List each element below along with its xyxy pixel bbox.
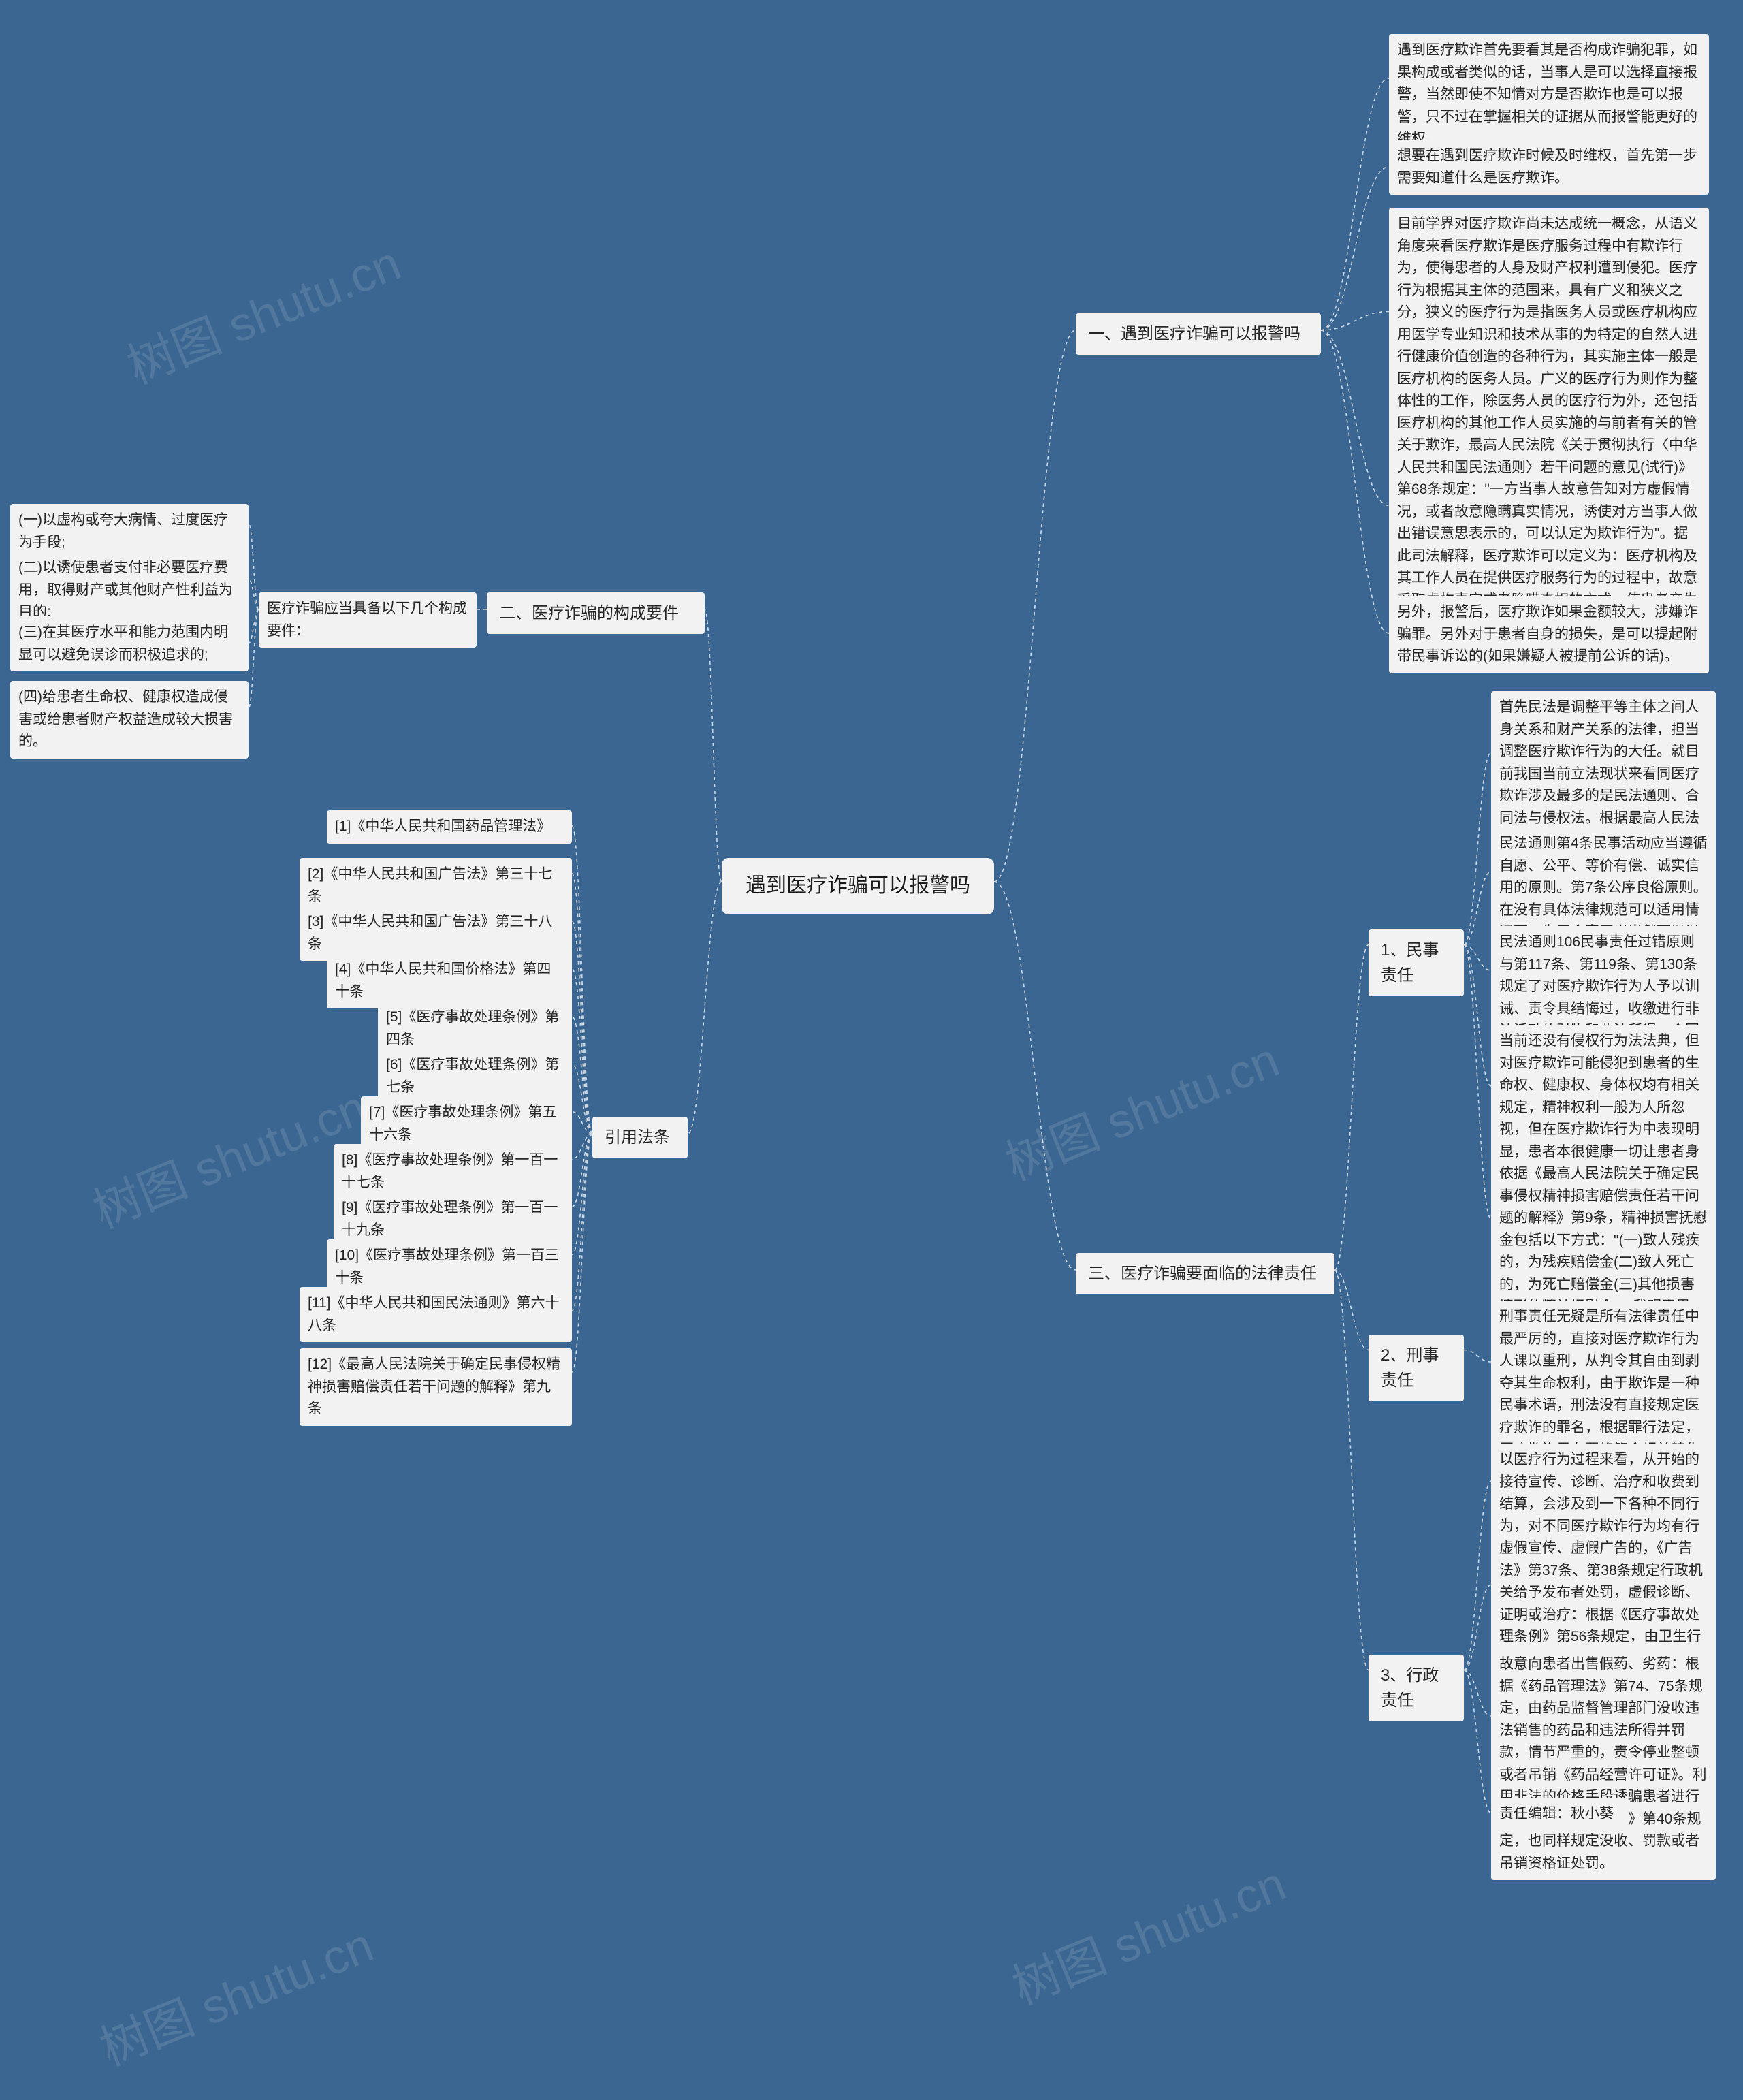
watermark: 树图 shutu.cn [82, 1070, 375, 1242]
mindmap-stage: 树图 shutu.cn 树图 shutu.cn 树图 shutu.cn 树图 shut… [0, 0, 1743, 2100]
node-r4c9[interactable]: [9]《医疗事故处理条例》第一百一十九条 [334, 1192, 572, 1247]
node-r3s3[interactable]: 3、行政责任 [1369, 1655, 1464, 1721]
node-r4c12[interactable]: [12]《最高人民法院关于确定民事侵权精神损害赔偿责任若干问题的解释》第九条 [300, 1348, 572, 1426]
node-r2c1[interactable]: (一)以虚构或夸大病情、过度医疗为手段; [10, 504, 249, 559]
node-r4c1[interactable]: [1]《中华人民共和国药品管理法》 [327, 810, 572, 844]
node-r1c1[interactable]: 遇到医疗欺诈首先要看其是否构成诈骗犯罪，如果构成或者类似的话，当事人是可以选择直… [1389, 34, 1709, 156]
node-r1c2[interactable]: 想要在遇到医疗欺诈时候及时维权，首先第一步需要知道什么是医疗欺诈。 [1389, 140, 1709, 195]
node-r4c6[interactable]: [6]《医疗事故处理条例》第七条 [378, 1049, 572, 1104]
node-r4c11[interactable]: [11]《中华人民共和国民法通则》第六十八条 [300, 1287, 572, 1342]
watermark: 树图 shutu.cn [89, 1907, 382, 2080]
node-r1[interactable]: 一、遇到医疗诈骗可以报警吗 [1076, 313, 1321, 355]
node-r3s2[interactable]: 2、刑事责任 [1369, 1335, 1464, 1401]
node-r2c3[interactable]: (三)在其医疗水平和能力范围内明显可以避免误诊而积极追求的; [10, 616, 249, 671]
node-r4c8[interactable]: [8]《医疗事故处理条例》第一百一十七条 [334, 1144, 572, 1199]
node-r3s3c[interactable]: 故意向患者出售假药、劣药：根据《药品管理法》第74、75条规定，由药品监督管理部… [1491, 1648, 1716, 1880]
watermark: 树图 shutu.cn [116, 225, 409, 398]
node-r4c4[interactable]: [4]《中华人民共和国价格法》第四十条 [327, 953, 572, 1008]
node-r2[interactable]: 二、医疗诈骗的构成要件 [487, 592, 705, 634]
node-r3s1[interactable]: 1、民事责任 [1369, 929, 1464, 996]
node-root[interactable]: 遇到医疗诈骗可以报警吗 [722, 858, 994, 914]
node-r4c7[interactable]: [7]《医疗事故处理条例》第五十六条 [361, 1096, 572, 1151]
node-r2mid[interactable]: 医疗诈骗应当具备以下几个构成要件： [259, 592, 477, 648]
node-r4c10[interactable]: [10]《医疗事故处理条例》第一百三十条 [327, 1239, 572, 1294]
node-r2c4[interactable]: (四)给患者生命权、健康权造成侵害或给患者财产权益造成较大损害的。 [10, 681, 249, 759]
node-r1c5[interactable]: 另外，报警后，医疗欺诈如果金额较大，涉嫌诈骗罪。另外对于患者自身的损失，是可以提… [1389, 596, 1709, 673]
node-r4c5[interactable]: [5]《医疗事故处理条例》第四条 [378, 1001, 572, 1056]
watermark: 树图 shutu.cn [994, 1022, 1288, 1194]
node-r3[interactable]: 三、医疗诈骗要面临的法律责任 [1076, 1253, 1334, 1294]
node-r4c3[interactable]: [3]《中华人民共和国广告法》第三十八条 [300, 906, 572, 961]
node-r4c2[interactable]: [2]《中华人民共和国广告法》第三十七条 [300, 858, 572, 913]
node-r4[interactable]: 引用法条 [592, 1117, 688, 1158]
node-r3s3d[interactable]: 责任编辑：秋小葵 [1491, 1798, 1627, 1831]
watermark: 树图 shutu.cn [1001, 1846, 1294, 2018]
